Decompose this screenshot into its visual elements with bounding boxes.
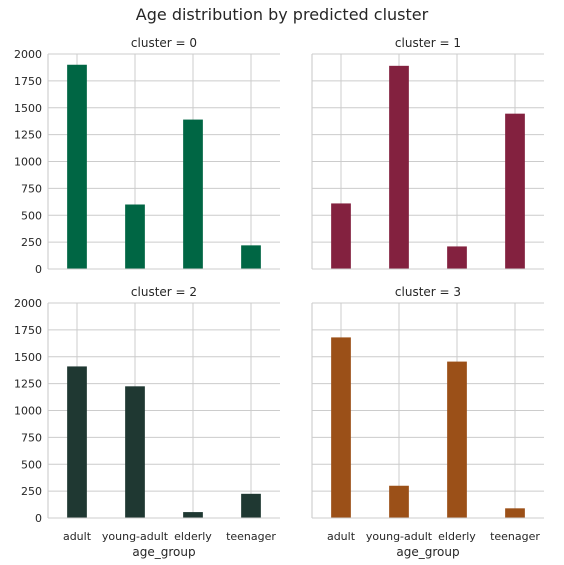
y-tick-label: 1250	[14, 378, 42, 391]
panel-title: cluster = 0	[131, 36, 197, 50]
x-axis-label: age_group	[132, 545, 195, 559]
bar-adult	[331, 203, 351, 269]
y-tick-label: 1000	[14, 156, 42, 169]
y-tick-label: 500	[21, 209, 42, 222]
x-tick-label: adult	[63, 530, 92, 543]
y-tick-label: 750	[21, 431, 42, 444]
y-tick-label: 250	[21, 485, 42, 498]
bar-elderly	[447, 246, 467, 269]
y-tick-label: 1750	[14, 75, 42, 88]
bar-young-adult	[389, 65, 409, 269]
y-tick-label: 1500	[14, 351, 42, 364]
x-tick-label: elderly	[438, 530, 476, 543]
x-tick-label: teenager	[490, 530, 540, 543]
bar-young-adult	[125, 386, 145, 518]
bar-elderly	[183, 512, 203, 518]
panel-title: cluster = 3	[395, 285, 461, 299]
panel-title: cluster = 2	[131, 285, 197, 299]
bar-teenager	[505, 508, 525, 518]
x-tick-label: young-adult	[366, 530, 433, 543]
chart-title: Age distribution by predicted cluster	[136, 5, 429, 24]
bar-teenager	[241, 245, 261, 269]
bar-teenager	[241, 493, 261, 518]
y-tick-label: 1750	[14, 324, 42, 337]
x-axis-label: age_group	[396, 545, 459, 559]
x-tick-label: elderly	[174, 530, 212, 543]
y-tick-label: 250	[21, 236, 42, 249]
panel-title: cluster = 1	[395, 36, 461, 50]
bar-young-adult	[125, 204, 145, 269]
x-tick-label: young-adult	[102, 530, 169, 543]
y-tick-label: 1000	[14, 405, 42, 418]
bar-elderly	[183, 119, 203, 269]
bar-adult	[67, 64, 87, 269]
bar-young-adult	[389, 485, 409, 518]
bar-adult	[331, 337, 351, 518]
y-tick-label: 500	[21, 458, 42, 471]
y-tick-label: 2000	[14, 297, 42, 310]
x-tick-label: teenager	[226, 530, 276, 543]
bar-elderly	[447, 361, 467, 518]
y-tick-label: 1500	[14, 102, 42, 115]
bar-adult	[67, 366, 87, 518]
y-tick-label: 1250	[14, 129, 42, 142]
bar-teenager	[505, 113, 525, 269]
y-tick-label: 2000	[14, 48, 42, 61]
y-tick-label: 0	[35, 512, 42, 525]
x-tick-label: adult	[327, 530, 356, 543]
y-tick-label: 750	[21, 182, 42, 195]
y-tick-label: 0	[35, 263, 42, 276]
